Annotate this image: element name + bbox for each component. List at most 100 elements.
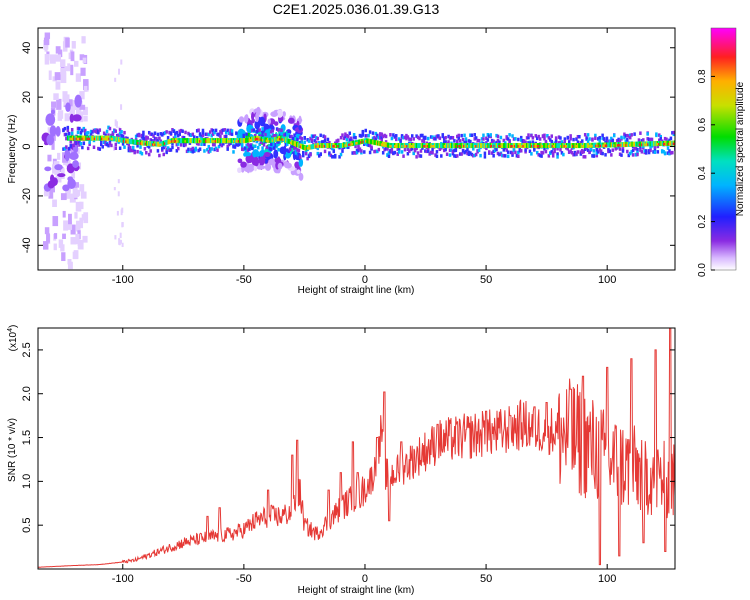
heatmap-core-cell — [492, 143, 495, 149]
colorbar-tick-label: 0.8 — [697, 69, 708, 83]
heatmap-core-cell — [180, 138, 184, 144]
heatmap-band-cell — [419, 154, 423, 158]
heatmap-band-cell — [662, 150, 665, 154]
heatmap-band-cell — [519, 135, 523, 140]
heatmap-band-cell — [519, 149, 523, 153]
heatmap-peak-cell — [170, 140, 173, 143]
heatmap-band-cell — [97, 146, 100, 151]
heatmap-band-cell — [240, 141, 244, 146]
heatmap-noise-cell — [61, 252, 66, 262]
heatmap-band-cell — [554, 136, 558, 140]
heatmap-peak-cell — [299, 145, 302, 149]
heatmap-peak-cell — [309, 146, 312, 150]
heatmap-band-cell — [261, 146, 264, 150]
heatmap-band-cell — [518, 148, 522, 153]
heatmap-peak-cell — [259, 138, 262, 141]
heatmap-band-cell — [419, 149, 423, 153]
heatmap-blob — [240, 161, 247, 168]
heatmap-noise-cell — [73, 250, 79, 259]
heatmap-noise-cell — [83, 115, 88, 122]
heatmap-noise-cell — [55, 175, 60, 181]
heatmap-core-cell — [427, 143, 431, 149]
heatmap-band-cell — [601, 133, 604, 138]
heatmap-band-cell — [490, 151, 494, 155]
heatmap-core-cell — [224, 138, 227, 144]
heatmap-band-cell — [431, 151, 434, 155]
heatmap-peak-cell — [390, 145, 393, 148]
heatmap-band-cell — [240, 147, 244, 151]
heatmap-core-cell — [234, 138, 237, 144]
heatmap-band-cell — [502, 148, 506, 152]
heatmap-core-cell — [639, 141, 643, 147]
heatmap-band-cell — [640, 139, 644, 143]
heatmap-band-cell — [400, 150, 404, 154]
heatmap-core-cell — [270, 137, 273, 143]
heatmap-band-cell — [123, 130, 126, 135]
heatmap-peak-cell — [547, 145, 551, 148]
heatmap-core-cell — [329, 143, 333, 149]
heatmap-core-cell — [465, 143, 468, 149]
heatmap-x-tick-label: -100 — [112, 274, 134, 286]
heatmap-core-cell — [321, 143, 324, 149]
heatmap-noise-cell — [121, 222, 124, 227]
heatmap-peak-cell — [122, 140, 125, 143]
heatmap-band-cell — [328, 141, 331, 145]
heatmap-peak-cell — [431, 145, 434, 148]
heatmap-core-cell — [339, 143, 342, 149]
heatmap-band-cell — [236, 143, 240, 147]
heatmap-band-cell — [528, 149, 532, 154]
heatmap-peak-cell — [447, 145, 450, 148]
heatmap-band-cell — [150, 139, 154, 143]
heatmap-peak-cell — [159, 143, 162, 147]
heatmap-band-cell — [127, 148, 131, 153]
heatmap-core-cell — [582, 143, 586, 149]
heatmap-band-cell — [370, 145, 373, 150]
heatmap-peak-cell — [670, 142, 673, 146]
heatmap-core-cell — [90, 135, 93, 141]
heatmap-core-cell — [168, 138, 171, 144]
heatmap-band-cell — [389, 149, 392, 153]
snr-y-axis-label: SNR (10 * v/v) — [7, 418, 18, 482]
heatmap-band-cell — [553, 146, 556, 151]
heatmap-noise-cell — [79, 184, 85, 192]
heatmap-peak-cell — [144, 142, 147, 146]
heatmap-band-cell — [248, 147, 251, 151]
heatmap-noise-cell — [79, 91, 85, 100]
heatmap-band-cell — [261, 127, 264, 131]
heatmap-y-tick-label: 20 — [21, 91, 33, 103]
heatmap-core-cell — [596, 142, 599, 148]
heatmap-core-cell — [231, 138, 234, 144]
heatmap-band-cell — [219, 130, 222, 134]
heatmap-band-cell — [207, 144, 211, 149]
heatmap-core-cell — [341, 142, 345, 148]
heatmap-band-cell — [238, 130, 241, 135]
heatmap-peak-cell — [551, 145, 554, 148]
heatmap-peak-cell — [673, 142, 675, 146]
heatmap-band-cell — [495, 140, 498, 145]
heatmap-peak-cell — [667, 142, 670, 146]
heatmap-band-cell — [415, 146, 418, 151]
heatmap-core-cell — [68, 135, 71, 141]
heatmap-y-tick-label: -20 — [21, 188, 33, 204]
heatmap-core-cell — [361, 138, 364, 144]
heatmap-band-cell — [91, 130, 94, 134]
heatmap-band-cell — [270, 142, 273, 147]
heatmap-band-cell — [566, 135, 569, 140]
heatmap-blob — [69, 152, 79, 161]
heatmap-core-cell — [568, 143, 571, 149]
heatmap-band-cell — [435, 134, 439, 138]
heatmap-peak-cell — [249, 138, 253, 142]
snr-series-line — [38, 328, 675, 568]
heatmap-band-cell — [304, 151, 308, 156]
heatmap-band-cell — [461, 149, 465, 153]
heatmap-peak-cell — [458, 145, 461, 148]
heatmap-x-tick-label: 50 — [480, 274, 492, 286]
heatmap-band-cell — [623, 132, 626, 137]
heatmap-peak-cell — [205, 140, 208, 143]
heatmap-band-cell — [97, 129, 100, 134]
heatmap-peak-cell — [656, 143, 660, 146]
heatmap-band-cell — [333, 155, 337, 159]
heatmap-peak-cell — [153, 143, 156, 146]
heatmap-band-cell — [442, 136, 446, 141]
heatmap-band-cell — [628, 133, 632, 138]
